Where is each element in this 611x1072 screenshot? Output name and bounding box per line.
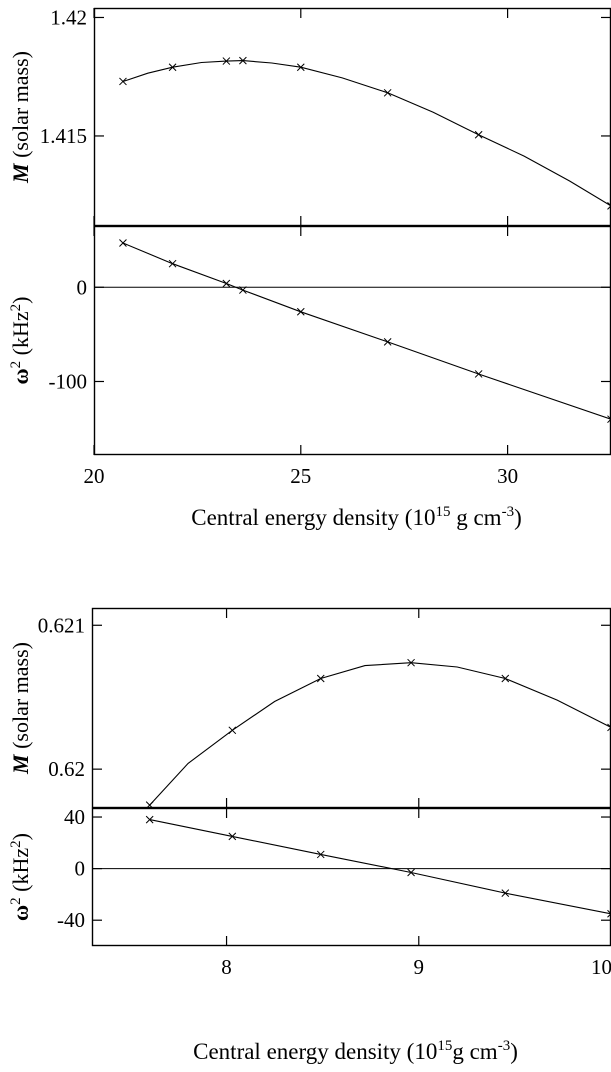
x-tick-label: 20: [84, 464, 105, 488]
data-point: [607, 909, 611, 918]
data-point: [228, 726, 237, 735]
series-line: [122, 60, 611, 207]
data-point: [501, 889, 510, 897]
data-point: [222, 57, 231, 65]
x-tick-label: 25: [290, 464, 311, 488]
x-tick-label: 8: [221, 955, 232, 979]
chart-2-panel-1: 0.621 0.62 M (solar mass): [8, 607, 611, 809]
data-point: [607, 202, 611, 210]
series-line: [149, 819, 611, 915]
data-point: [474, 130, 483, 139]
data-point: [316, 674, 325, 683]
y-tick-label: 0: [75, 857, 86, 881]
data-point: [316, 850, 325, 859]
data-point: [168, 259, 177, 268]
series-line: [122, 242, 611, 420]
chart-1: 1.415 1.42 M (solar mass) 0 -100 ω2 (kHz2) 20 2…: [8, 5, 611, 530]
data-point: [228, 832, 237, 841]
chart-2-panel-2: 40 0 -40 ω2 (kHz2): [8, 805, 611, 947]
data-point: [222, 279, 231, 288]
y-tick-label: 0.621: [38, 613, 85, 637]
chart-1-panel-2: 0 -100 ω2 (kHz2): [8, 225, 611, 456]
data-point: [296, 307, 305, 316]
x-tick-label: 10: [591, 955, 611, 979]
data-point: [607, 723, 611, 732]
data-point: [168, 63, 177, 72]
data-point: [383, 338, 392, 346]
plot-frame: [93, 7, 611, 227]
plot-frame: [91, 807, 611, 947]
series-line: [149, 662, 611, 806]
chart-1-panel-1: 1.415 1.42 M (solar mass): [8, 5, 611, 227]
y-axis-label: ω2 (kHz2): [8, 297, 33, 385]
plot-frame: [93, 225, 611, 456]
y-tick-label: -100: [49, 369, 88, 393]
data-point: [145, 815, 154, 824]
y-axis-label: M (solar mass): [8, 642, 33, 775]
x-tick-label: 30: [497, 464, 518, 488]
data-point: [145, 801, 154, 808]
x-axis-label: Central energy density (1015 g cm-3): [191, 504, 522, 530]
y-tick-label: 40: [64, 805, 85, 829]
y-tick-label: 0: [77, 275, 88, 299]
plot-frame: [91, 607, 611, 809]
data-point: [383, 88, 392, 97]
x-axis-label: Central energy density (1015g cm-3): [193, 1038, 518, 1064]
y-tick-label: -40: [57, 908, 85, 932]
y-tick-label: 1.42: [50, 5, 87, 29]
data-point: [239, 56, 247, 65]
x-tick-label: 9: [414, 955, 425, 979]
data-point: [119, 77, 127, 86]
data-point: [501, 674, 510, 683]
data-point: [474, 370, 483, 378]
y-axis-label: M (solar mass): [8, 51, 33, 184]
y-axis-label: ω2 (kHz2): [8, 833, 33, 921]
chart-2: 0.621 0.62 M (solar mass) 40 0 -40 ω2 (kHz2) 8 9…: [8, 607, 611, 1064]
data-point: [296, 63, 305, 72]
data-point: [119, 239, 127, 247]
data-point: [407, 868, 415, 877]
data-point: [407, 658, 415, 667]
data-point: [239, 286, 247, 294]
y-tick-label: 1.415: [40, 124, 87, 148]
data-point: [607, 415, 611, 424]
y-tick-label: 0.62: [48, 757, 85, 781]
